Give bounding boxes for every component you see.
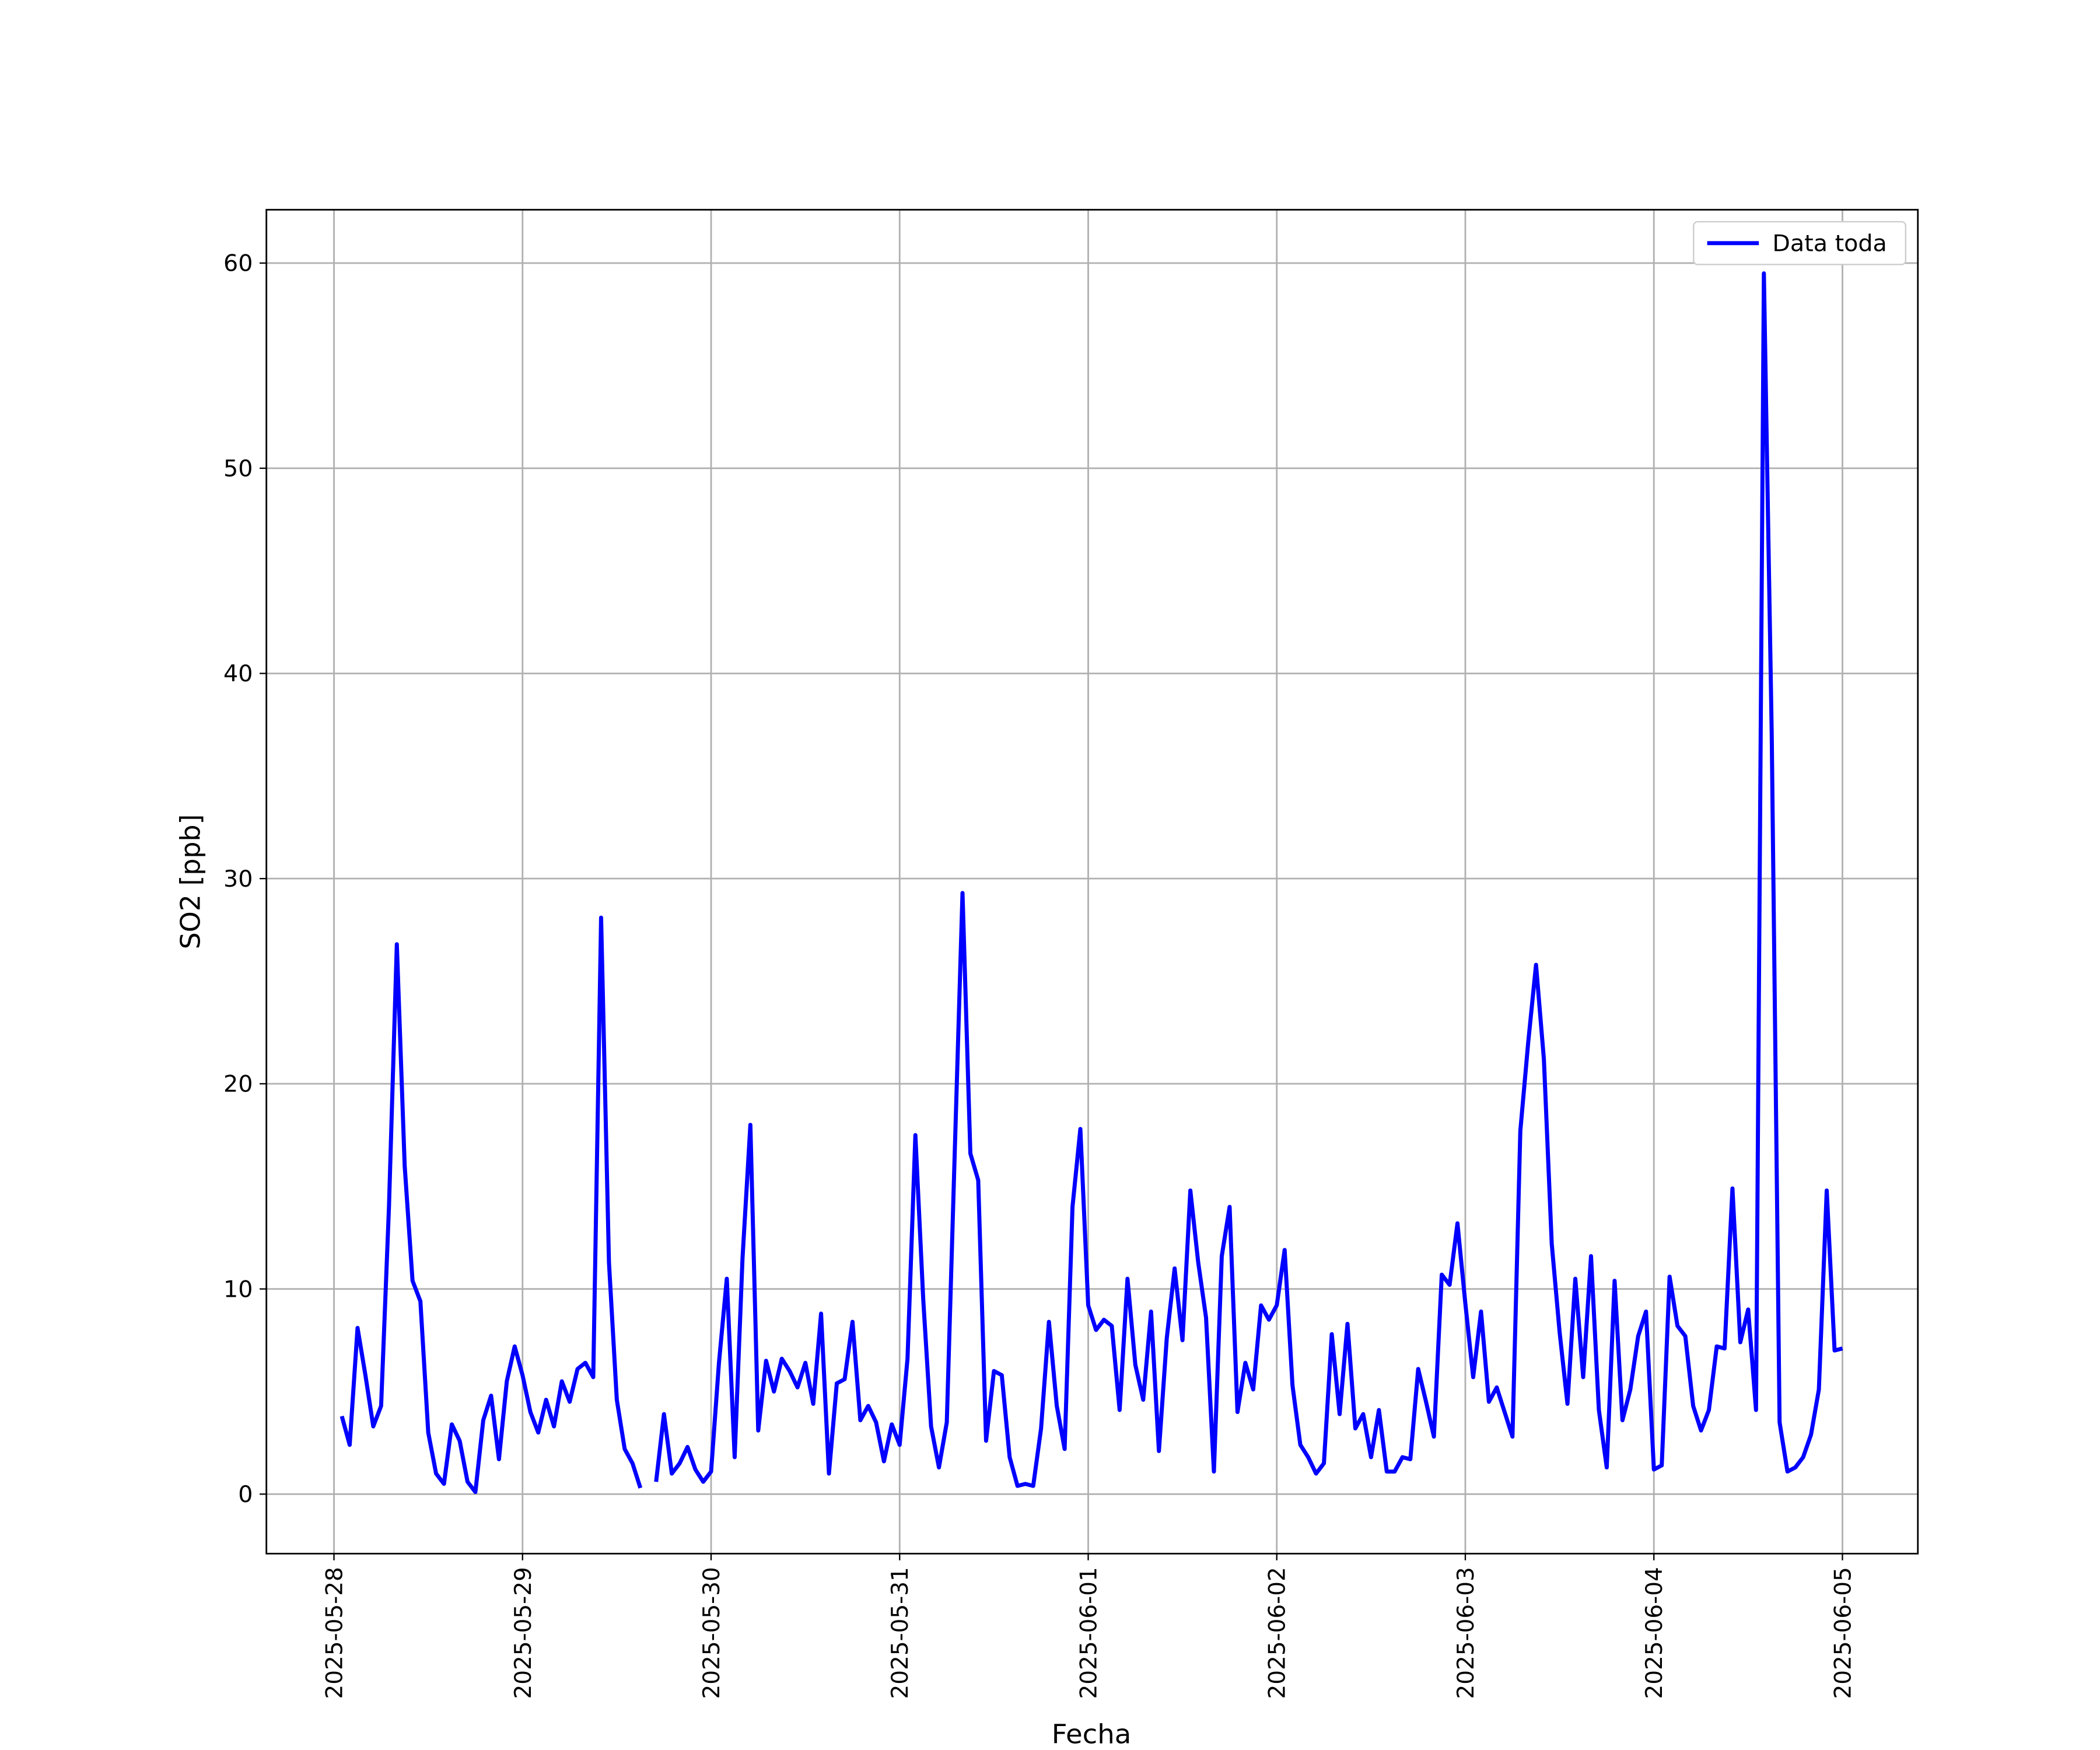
x-tick-label: 2025-05-29	[510, 1567, 536, 1699]
x-tick-label: 2025-05-28	[321, 1567, 348, 1699]
x-tick-label: 2025-06-05	[1830, 1567, 1856, 1699]
data-line	[340, 271, 1843, 1494]
y-tick-label: 10	[223, 1277, 253, 1303]
x-tick-label: 2025-06-04	[1642, 1567, 1668, 1699]
y-tick-label: 20	[223, 1072, 253, 1098]
y-tick-label: 60	[223, 251, 253, 277]
y-tick-label: 30	[223, 866, 253, 892]
x-tick-label: 2025-05-31	[887, 1567, 914, 1699]
y-tick-label: 0	[238, 1482, 253, 1508]
legend: Data toda	[1693, 221, 1906, 265]
x-tick-label: 2025-06-03	[1453, 1567, 1479, 1699]
x-tick-label: 2025-06-01	[1076, 1567, 1102, 1699]
x-tick-label: 2025-05-30	[699, 1567, 725, 1699]
y-tick-label: 40	[223, 661, 253, 687]
x-tick-label: 2025-06-02	[1264, 1567, 1290, 1699]
y-tick-label: 50	[223, 456, 253, 482]
legend-label: Data toda	[1772, 231, 1887, 257]
x-axis-label: Fecha	[1052, 1718, 1132, 1750]
legend-box	[1693, 221, 1906, 265]
plot-frame	[265, 209, 1919, 1555]
y-axis-label: SO2 [ppb]	[174, 814, 206, 950]
